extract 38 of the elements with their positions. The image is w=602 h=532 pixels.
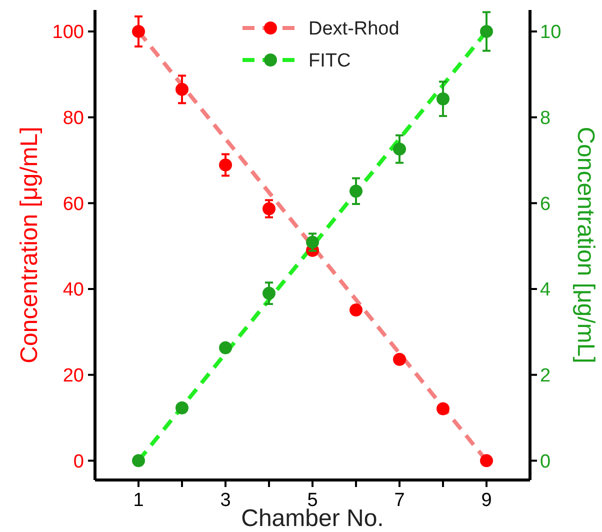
legend-label: FITC xyxy=(308,50,351,72)
x-tick-label: 9 xyxy=(481,490,492,511)
x-tick-label: 7 xyxy=(394,490,405,511)
point xyxy=(350,304,362,317)
y2-tick-label: 4 xyxy=(540,280,551,301)
point xyxy=(350,184,362,198)
x-axis-title: Chamber No. xyxy=(241,505,384,532)
y-tick-label: 100 xyxy=(52,22,84,44)
y2-tick-label: 10 xyxy=(540,22,562,44)
y2-axis-title: Concentration [μg/mL] xyxy=(572,126,599,364)
point xyxy=(176,401,188,414)
point xyxy=(393,142,406,156)
legend-label: Dext-Rhod xyxy=(308,18,400,40)
y-tick-label: 80 xyxy=(62,108,84,129)
point xyxy=(262,286,276,300)
y-tick-label: 40 xyxy=(62,280,84,301)
point xyxy=(132,24,145,38)
point xyxy=(393,352,406,366)
y2-tick-label: 8 xyxy=(540,108,551,129)
x-tick-label: 1 xyxy=(133,490,144,511)
y-tick-label: 0 xyxy=(73,451,84,472)
point xyxy=(480,454,493,468)
point xyxy=(132,454,145,468)
point xyxy=(176,82,188,96)
point xyxy=(219,341,232,354)
y-tick-label: 60 xyxy=(62,194,84,215)
y2-tick-label: 2 xyxy=(540,365,551,386)
point xyxy=(262,202,276,216)
point xyxy=(219,158,232,172)
y-tick-label: 20 xyxy=(62,365,84,386)
y-axis-title: Concentration [μg/mL] xyxy=(16,126,43,364)
point xyxy=(436,92,450,106)
point xyxy=(306,236,319,249)
point xyxy=(480,24,493,38)
y2-tick-label: 0 xyxy=(540,451,551,472)
point xyxy=(436,402,450,416)
x-tick-label: 3 xyxy=(220,490,231,511)
y2-tick-label: 6 xyxy=(540,194,551,215)
